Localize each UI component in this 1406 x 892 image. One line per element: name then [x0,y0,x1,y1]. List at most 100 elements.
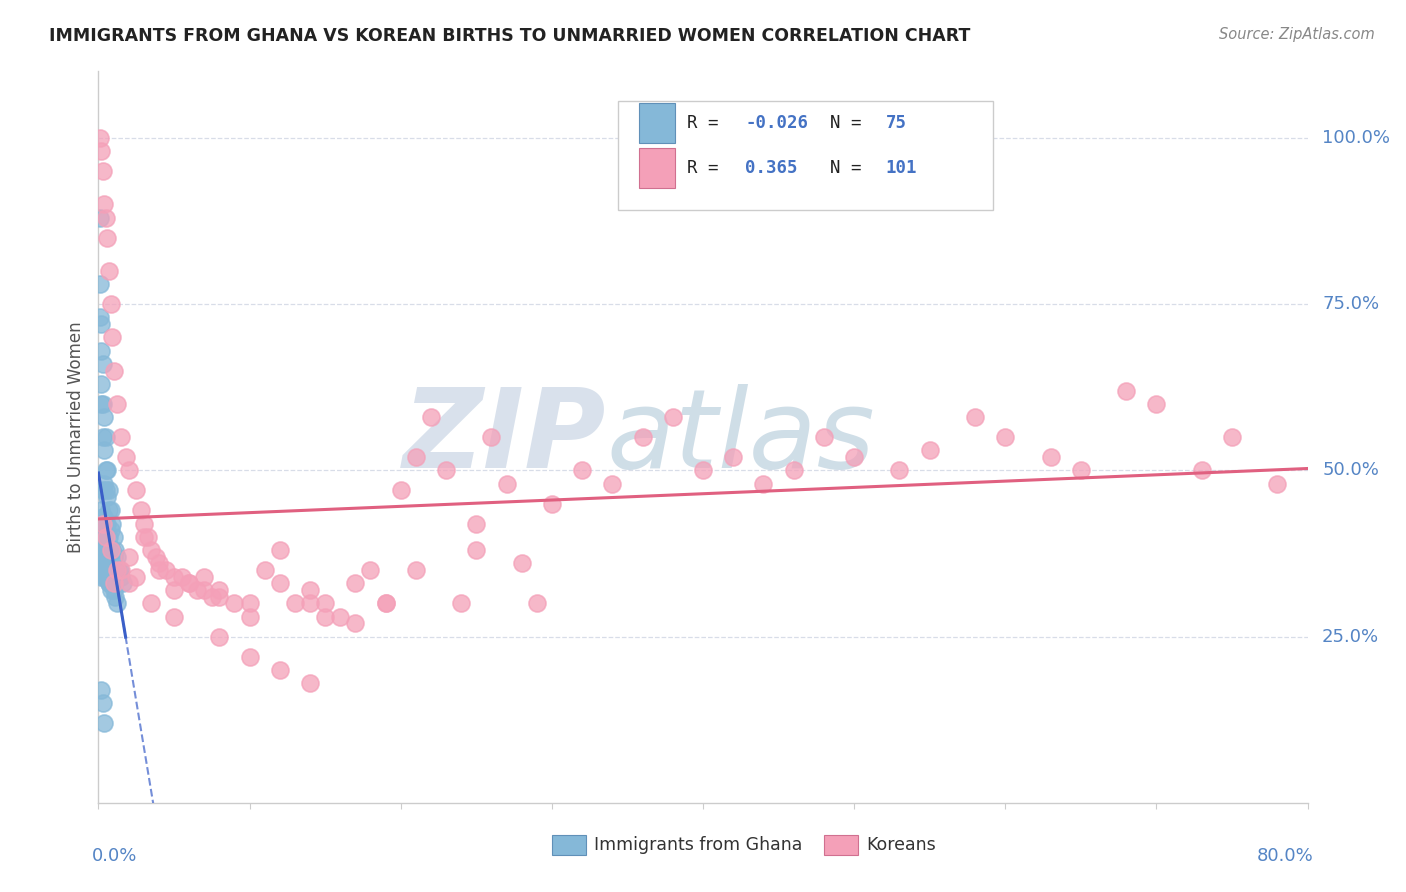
Text: R =: R = [688,159,730,178]
Point [98,563,121,577]
Text: 0.0%: 0.0% [93,847,138,864]
Point [239,609,262,624]
Text: Immigrants from Ghana: Immigrants from Ghana [595,836,803,855]
Point [465,516,488,531]
Text: 101: 101 [886,159,917,178]
Point [269,543,291,558]
Point [89,516,111,531]
Point [89,563,111,577]
Point [93,410,115,425]
Point [132,530,155,544]
Point [186,582,208,597]
Text: 75.0%: 75.0% [1322,295,1379,313]
Point [110,430,132,444]
Point [90,376,112,391]
Point [105,397,128,411]
Text: R =: R = [688,114,730,132]
Point [692,463,714,477]
Bar [551,835,586,855]
Point [94,463,117,477]
Point [208,630,231,644]
Point [170,570,193,584]
Text: 100.0%: 100.0% [1322,128,1391,147]
Point [90,530,112,544]
Point [193,570,215,584]
Point [103,549,125,564]
Point [91,357,114,371]
Point [93,509,115,524]
Point [163,582,186,597]
Point [101,543,124,558]
Point [93,563,115,577]
Point [125,483,148,498]
Point [94,570,117,584]
Point [1115,384,1137,398]
Point [465,543,488,558]
Point [91,530,114,544]
Point [201,590,224,604]
Point [360,563,382,577]
Point [314,609,336,624]
Point [526,596,548,610]
Point [96,516,118,531]
Point [103,530,125,544]
Point [94,211,117,225]
Point [107,563,129,577]
Point [723,450,745,464]
Y-axis label: Births to Unmarried Women: Births to Unmarried Women [66,321,84,553]
Point [98,264,121,278]
Point [450,596,472,610]
Point [299,676,322,690]
Point [100,582,122,597]
Point [1191,463,1213,477]
Text: 50.0%: 50.0% [1322,461,1379,479]
Point [90,144,112,158]
Text: ZIP: ZIP [402,384,606,491]
Point [93,530,115,544]
Point [118,549,141,564]
Point [105,563,128,577]
Point [299,582,322,597]
Point [93,197,115,211]
Point [918,443,941,458]
Point [179,576,201,591]
Point [91,430,114,444]
Text: N =: N = [830,114,872,132]
Text: Koreans: Koreans [866,836,936,855]
Point [100,523,122,537]
Point [329,609,352,624]
Point [98,530,121,544]
Point [224,596,246,610]
Point [495,476,517,491]
Point [1070,463,1092,477]
Point [239,649,262,664]
Point [105,549,128,564]
Point [100,543,122,558]
Point [100,503,122,517]
Point [96,490,118,504]
Point [96,570,118,584]
Point [94,543,117,558]
Point [91,397,114,411]
Text: 80.0%: 80.0% [1257,847,1313,864]
Point [208,582,231,597]
Point [155,563,177,577]
Point [374,596,396,610]
Text: IMMIGRANTS FROM GHANA VS KOREAN BIRTHS TO UNMARRIED WOMEN CORRELATION CHART: IMMIGRANTS FROM GHANA VS KOREAN BIRTHS T… [49,27,970,45]
Bar [638,148,675,188]
Text: atlas: atlas [606,384,875,491]
Point [105,596,128,610]
Point [91,483,114,498]
Point [90,343,112,358]
Bar [824,835,858,855]
Point [90,557,112,571]
Point [93,476,115,491]
Point [96,570,118,584]
Point [104,590,127,604]
Point [91,696,114,710]
Point [193,582,215,597]
FancyBboxPatch shape [619,101,993,211]
Point [98,503,121,517]
Point [91,563,114,577]
Point [1267,476,1289,491]
